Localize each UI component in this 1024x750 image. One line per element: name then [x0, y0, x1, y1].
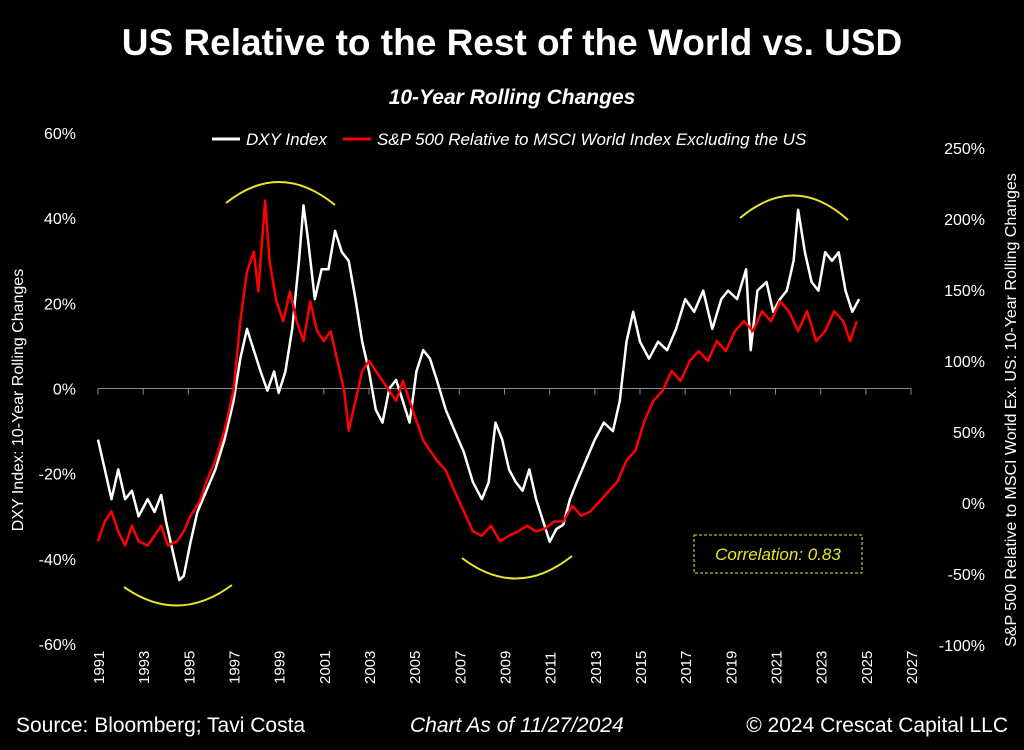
x-tick-label: 1993	[136, 651, 153, 684]
legend-label-dxy: DXY Index	[246, 130, 327, 149]
y-right-tick-label: 0%	[962, 496, 985, 513]
x-tick-label: 2009	[498, 651, 515, 684]
x-tick-label: 2027	[904, 651, 921, 684]
legend: DXY Index S&P 500 Relative to MSCI World…	[212, 130, 807, 149]
y-axis-left-label: DXY Index: 10-Year Rolling Changes	[10, 269, 27, 531]
series-spx-line	[96, 199, 858, 547]
arc-trough-2010	[461, 555, 573, 580]
x-tick-label: 1991	[91, 651, 108, 684]
chart-title: US Relative to the Rest of the World vs.…	[121, 22, 903, 63]
y-right-tick-label: 250%	[944, 141, 985, 158]
x-tick-label: 1995	[181, 651, 198, 684]
copyright: © 2024 Crescat Capital LLC	[746, 714, 1008, 737]
y-left-tick-label: 20%	[44, 296, 76, 313]
x-tick-label: 2019	[723, 651, 740, 684]
x-tick-label: 2011	[543, 652, 560, 684]
y-right-tick-label: -100%	[939, 638, 985, 655]
y-right-tick-label: 200%	[944, 212, 985, 229]
y-axis-right-label: S&P 500 Relative to MSCI World Ex. US: 1…	[1003, 173, 1020, 647]
x-tick-label: 2005	[407, 651, 424, 684]
source-note: Source: Bloomberg; Tavi Costa	[16, 714, 306, 737]
x-tick-label: 1997	[227, 651, 244, 684]
y-left-tick-label: 0%	[53, 382, 76, 399]
x-tick-label: 2021	[769, 651, 786, 684]
x-tick-label: 1999	[272, 651, 289, 684]
y-left-tick-label: -20%	[39, 467, 76, 484]
y-right-tick-label: 50%	[953, 425, 985, 442]
highlight-arcs	[123, 181, 849, 607]
x-tick-label: 2003	[362, 651, 379, 684]
x-tick-label: 2001	[317, 651, 334, 684]
y-right-tick-label: 100%	[944, 354, 985, 371]
x-tick-label: 2017	[678, 651, 695, 684]
y-left-tick-label: 40%	[44, 211, 76, 228]
y-left-tick-label: 60%	[44, 126, 76, 143]
arc-peak-2022	[739, 194, 849, 221]
arc-peak-2000	[225, 181, 336, 206]
y-left-tick-label: -40%	[39, 552, 76, 569]
y-right-tick-label: 150%	[944, 283, 985, 300]
x-tick-label: 2025	[859, 651, 876, 684]
chart-subtitle: 10-Year Rolling Changes	[388, 86, 636, 109]
arc-trough-1994	[123, 584, 233, 607]
series-dxy-line	[96, 204, 861, 582]
chart-date: Chart As of 11/27/2024	[410, 714, 624, 737]
x-tick-label: 2023	[814, 651, 831, 684]
x-tick-label: 2013	[588, 651, 605, 684]
x-tick-label: 2015	[633, 651, 650, 684]
correlation-box: Correlation: 0.83	[693, 534, 863, 574]
y-left-tick-label: -60%	[39, 637, 76, 654]
correlation-label: Correlation: 0.83	[715, 545, 841, 564]
x-tick-label: 2007	[452, 651, 469, 684]
legend-label-spx: S&P 500 Relative to MSCI World Index Exc…	[377, 130, 807, 149]
y-right-tick-label: -50%	[948, 567, 985, 584]
